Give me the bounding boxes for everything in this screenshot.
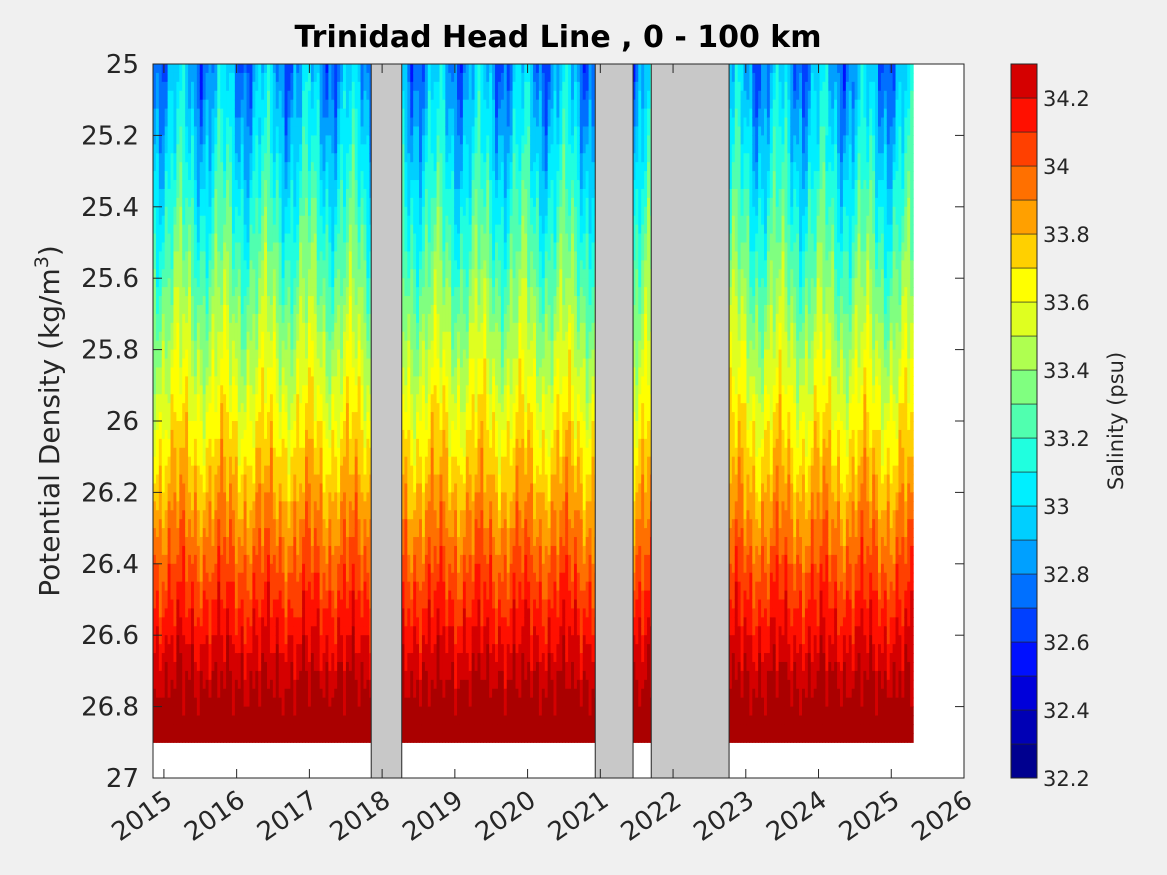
figure: Trinidad Head Line , 0 - 100 km 2525.225… — [0, 0, 1167, 875]
chart-title: Trinidad Head Line , 0 - 100 km — [294, 20, 821, 55]
salinity-field — [153, 64, 914, 743]
